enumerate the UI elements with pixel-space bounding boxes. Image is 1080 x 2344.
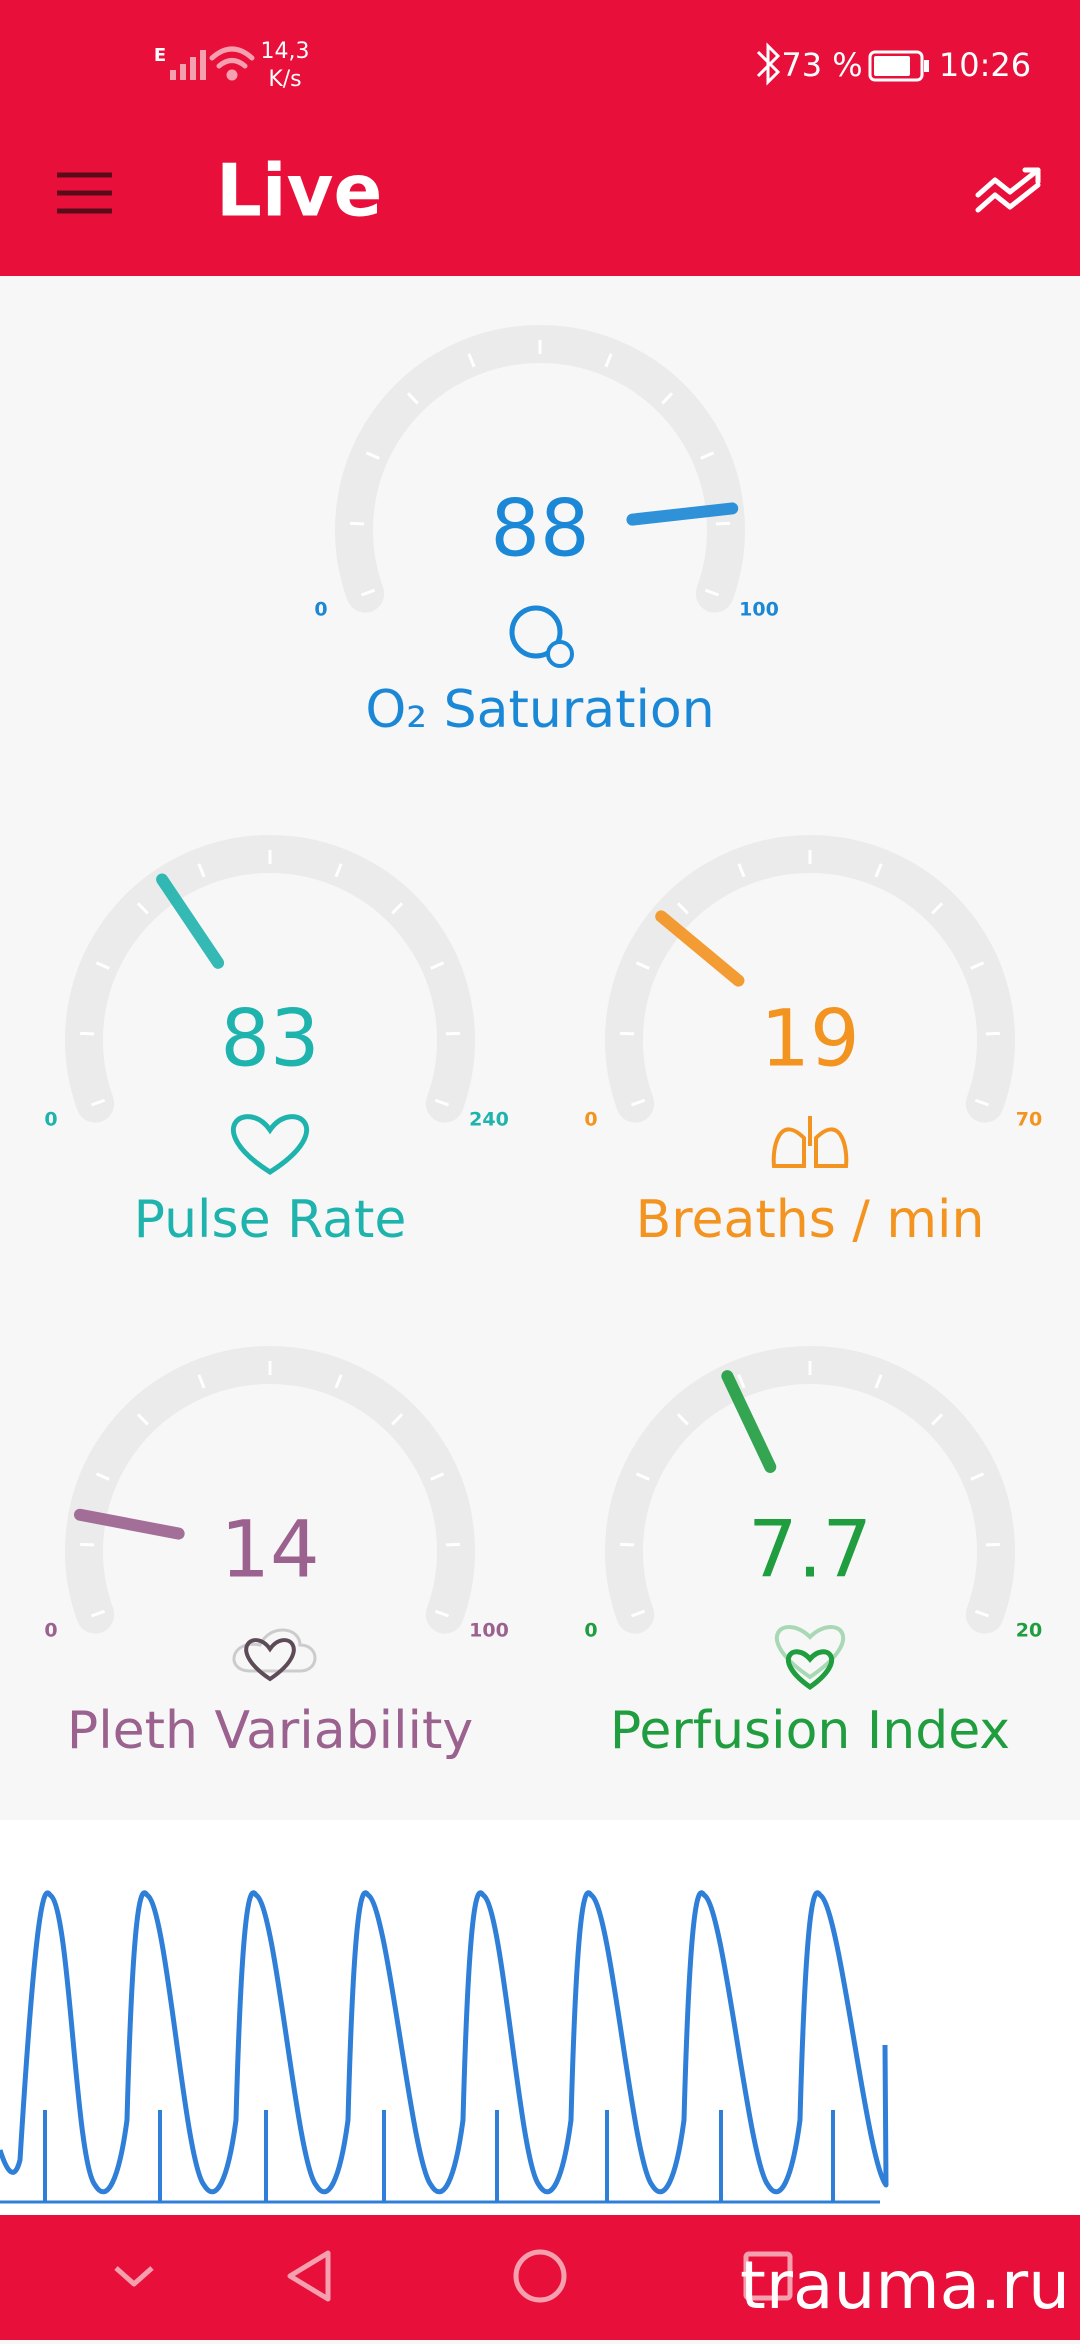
- o2-icon-badge: [548, 642, 572, 666]
- app-title: Live: [216, 149, 382, 233]
- gauge-min: 0: [44, 1620, 57, 1642]
- gauge-needle: [661, 916, 738, 980]
- network-type: E: [154, 45, 166, 66]
- gauge-max: 240: [469, 1109, 509, 1131]
- gauge-max: 20: [1016, 1620, 1042, 1642]
- gauge-value: 14: [220, 1505, 319, 1595]
- gauge: 88 0 100 O₂ Saturation: [314, 340, 778, 740]
- perfusion-icon-inner: [788, 1652, 831, 1687]
- watermark: trauma.ru: [740, 2247, 1070, 2324]
- gauge-label: Breaths / min: [636, 1190, 985, 1250]
- gauge-label: O₂ Saturation: [365, 680, 714, 740]
- gauge-min: 0: [44, 1109, 57, 1131]
- battery-percent: 73 %: [781, 46, 862, 84]
- gauge-max: 70: [1016, 1109, 1042, 1131]
- pleth-icon-heart: [246, 1640, 294, 1679]
- lungs-icon: [774, 1116, 847, 1166]
- app-header: [0, 0, 1080, 276]
- gauge-min: 0: [584, 1620, 597, 1642]
- gauge: 19 0 70 Breaths / min: [584, 850, 1042, 1250]
- gauge-min: 0: [314, 599, 327, 621]
- gauge-value: 19: [760, 994, 859, 1084]
- gauge-max: 100: [739, 599, 779, 621]
- gauge-label: Pulse Rate: [134, 1190, 407, 1250]
- gauge-max: 100: [469, 1620, 509, 1642]
- gauge-label: Perfusion Index: [610, 1701, 1010, 1761]
- network-speed-unit: K/s: [268, 67, 301, 92]
- gauge-label: Pleth Variability: [67, 1701, 473, 1761]
- network-speed: 14,3: [261, 39, 310, 64]
- gauge-value: 7.7: [748, 1505, 872, 1595]
- clock: 10:26: [939, 46, 1031, 84]
- heart-icon: [233, 1117, 306, 1172]
- gauge-value: 88: [490, 484, 589, 574]
- gauge: 83 0 240 Pulse Rate: [44, 850, 508, 1250]
- gauge-value: 83: [220, 994, 319, 1084]
- gauge-min: 0: [584, 1109, 597, 1131]
- perfusion-icon-outer: [777, 1627, 843, 1677]
- gauges: 88 0 100 O₂ Saturation 83 0 240 Pulse Rate 19 0 70…: [44, 340, 1042, 1761]
- gauge: 7.7 0 20 Perfusion Index: [584, 1361, 1042, 1761]
- gauge: 14 0 100 Pleth Variability: [44, 1361, 508, 1761]
